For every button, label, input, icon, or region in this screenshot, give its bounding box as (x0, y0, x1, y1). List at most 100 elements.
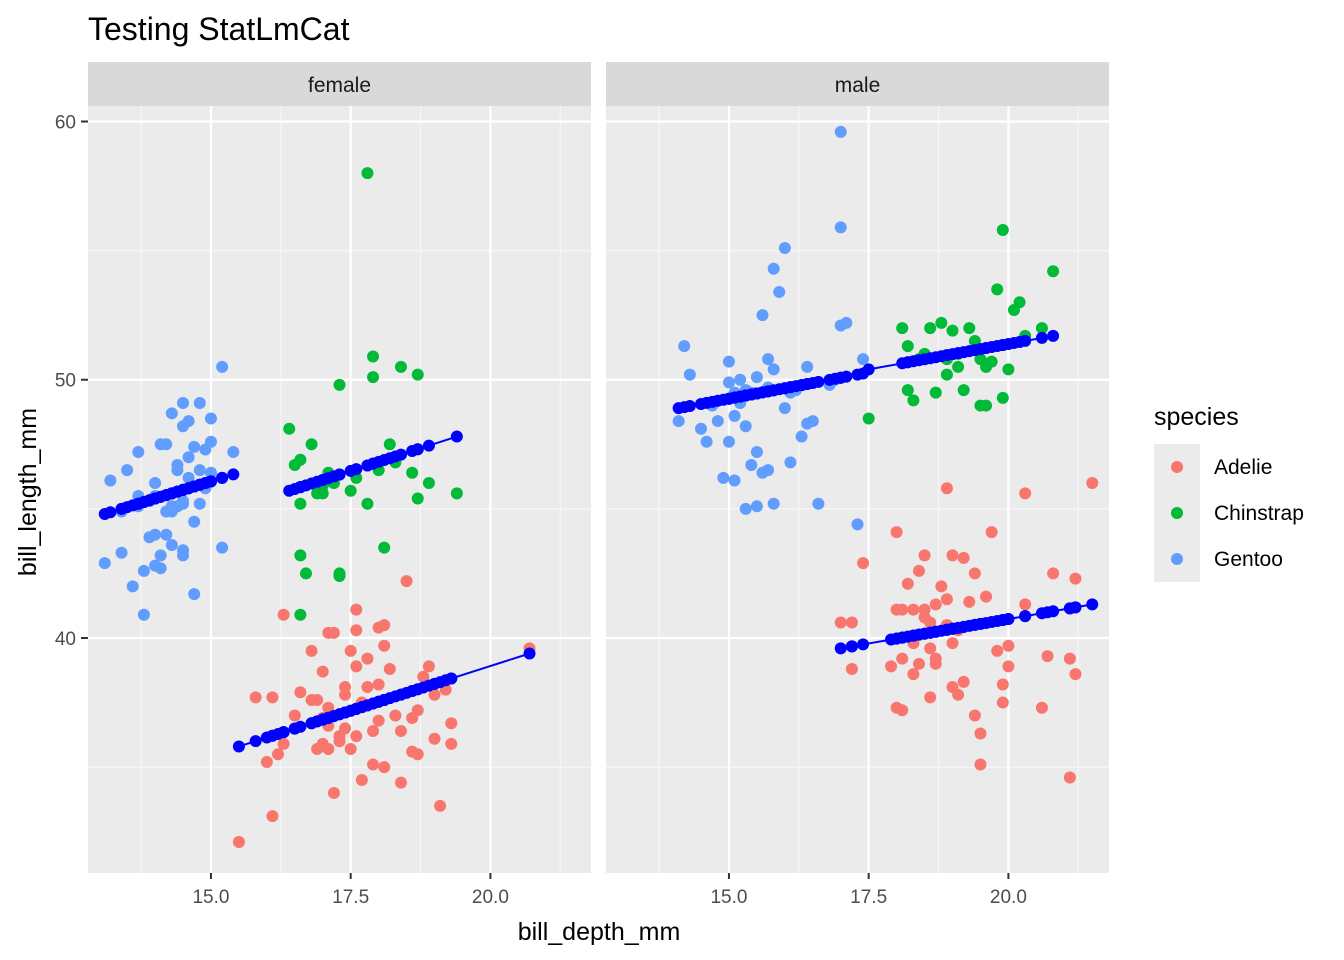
data-point-adelie (980, 590, 993, 603)
data-point-gentoo (834, 221, 847, 234)
data-point-chinstrap (378, 541, 391, 554)
data-point-chinstrap (1013, 296, 1026, 309)
fitted-point-gentoo (177, 483, 190, 496)
fitted-point-gentoo (762, 385, 775, 398)
data-point-adelie (350, 624, 363, 637)
fitted-point-adelie (355, 701, 368, 714)
data-point-adelie (946, 637, 959, 650)
data-point-chinstrap (450, 487, 463, 500)
data-point-adelie (907, 603, 920, 616)
data-point-adelie (968, 709, 981, 722)
fitted-point-adelie (1019, 610, 1032, 623)
data-point-adelie (1069, 668, 1082, 681)
x-tick-label: 20.0 (472, 887, 509, 908)
data-point-adelie (350, 730, 363, 743)
data-point-adelie (935, 580, 948, 593)
data-point-adelie (1019, 598, 1032, 611)
data-point-adelie (946, 549, 959, 562)
facet-strip (88, 62, 591, 106)
data-point-chinstrap (344, 484, 357, 497)
fitted-point-adelie (322, 711, 335, 724)
data-point-gentoo (171, 500, 184, 513)
data-point-gentoo (165, 407, 178, 420)
data-point-adelie (845, 616, 858, 629)
data-point-adelie (428, 732, 441, 745)
fitted-point-adelie (957, 620, 970, 633)
data-point-chinstrap (294, 497, 307, 510)
fitted-point-adelie (834, 642, 847, 655)
data-point-gentoo (801, 417, 814, 430)
fitted-point-chinstrap (996, 338, 1009, 351)
data-point-adelie (1041, 650, 1054, 663)
data-point-adelie (411, 748, 424, 761)
data-point-gentoo (750, 500, 763, 513)
data-point-chinstrap (940, 368, 953, 381)
data-point-gentoo (204, 435, 217, 448)
fitted-point-gentoo (165, 487, 178, 500)
data-point-chinstrap (974, 399, 987, 412)
fitted-point-gentoo (834, 371, 847, 384)
data-point-gentoo (801, 360, 814, 373)
data-point-gentoo (98, 557, 111, 570)
fitted-point-chinstrap (383, 452, 396, 465)
legend-key-adelie (1171, 461, 1183, 473)
fitted-point-gentoo (683, 400, 696, 413)
data-point-gentoo (711, 415, 724, 428)
data-point-adelie (232, 836, 245, 849)
data-point-gentoo (132, 446, 145, 459)
data-point-chinstrap (1002, 363, 1015, 376)
data-point-adelie (929, 657, 942, 670)
fitted-point-adelie (845, 640, 858, 653)
data-point-gentoo (695, 422, 708, 435)
data-point-gentoo (104, 474, 117, 487)
fitted-point-chinstrap (1019, 334, 1032, 347)
fitted-point-adelie (428, 677, 441, 690)
data-point-adelie (372, 714, 385, 727)
data-point-adelie (400, 575, 413, 588)
data-point-gentoo (784, 456, 797, 469)
data-point-adelie (912, 657, 925, 670)
panel-background (88, 106, 591, 873)
data-point-adelie (428, 688, 441, 701)
data-point-gentoo (204, 412, 217, 425)
data-point-chinstrap (394, 360, 407, 373)
data-point-adelie (305, 644, 318, 657)
data-point-gentoo (143, 531, 156, 544)
fitted-point-adelie (912, 628, 925, 641)
data-point-adelie (339, 681, 352, 694)
data-point-adelie (422, 660, 435, 673)
fitted-point-adelie (1002, 613, 1015, 626)
legend-label: Chinstrap (1214, 502, 1304, 525)
data-point-gentoo (851, 518, 864, 531)
data-point-gentoo (154, 562, 167, 575)
data-point-gentoo (160, 438, 173, 451)
data-point-chinstrap (411, 368, 424, 381)
fitted-point-gentoo (104, 506, 117, 519)
data-point-adelie (974, 727, 987, 740)
data-point-gentoo (672, 415, 685, 428)
data-point-adelie (389, 709, 402, 722)
data-point-gentoo (767, 262, 780, 275)
fitted-point-gentoo (199, 477, 212, 490)
data-point-adelie (434, 799, 447, 812)
fitted-point-adelie (968, 618, 981, 631)
facet-label: female (308, 74, 371, 97)
x-tick-label: 17.5 (332, 887, 369, 908)
data-point-adelie (929, 598, 942, 611)
data-point-gentoo (115, 546, 128, 559)
data-point-gentoo (193, 497, 206, 510)
data-point-adelie (924, 691, 937, 704)
data-point-adelie (367, 724, 380, 737)
fitted-point-chinstrap (952, 347, 965, 360)
data-point-gentoo (722, 376, 735, 389)
data-point-adelie (957, 551, 970, 564)
fitted-point-adelie (294, 720, 307, 733)
data-point-chinstrap (901, 384, 914, 397)
data-point-gentoo (137, 564, 150, 577)
data-point-gentoo (182, 471, 195, 484)
data-point-gentoo (204, 466, 217, 479)
data-point-chinstrap (283, 422, 296, 435)
data-point-chinstrap (361, 497, 374, 510)
legend-title: species (1154, 403, 1239, 431)
data-point-chinstrap (333, 378, 346, 391)
